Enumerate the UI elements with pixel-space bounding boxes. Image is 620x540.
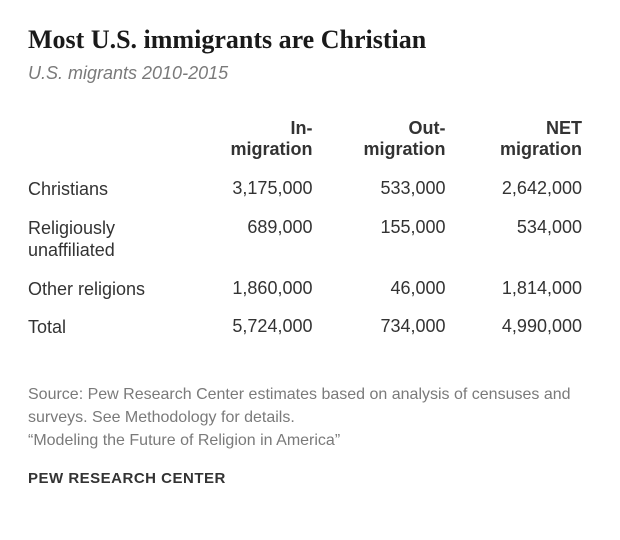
row-label: Christians bbox=[28, 170, 202, 209]
cell-out: 155,000 bbox=[322, 209, 455, 270]
cell-net: 534,000 bbox=[456, 209, 592, 270]
row-label: Other religions bbox=[28, 270, 202, 309]
footer-attribution: PEW RESEARCH CENTER bbox=[28, 470, 592, 487]
table-row: Christians 3,175,000 533,000 2,642,000 bbox=[28, 170, 592, 209]
source-line-1: Source: Pew Research Center estimates ba… bbox=[28, 386, 571, 426]
migration-table: In-migration Out-migration NET migration… bbox=[28, 112, 592, 347]
cell-in: 3,175,000 bbox=[202, 170, 322, 209]
col-header-in: In-migration bbox=[202, 112, 322, 170]
table-row: Total 5,724,000 734,000 4,990,000 bbox=[28, 308, 592, 347]
table-row: Other religions 1,860,000 46,000 1,814,0… bbox=[28, 270, 592, 309]
cell-net: 4,990,000 bbox=[456, 308, 592, 347]
cell-out: 533,000 bbox=[322, 170, 455, 209]
cell-out: 46,000 bbox=[322, 270, 455, 309]
cell-net: 2,642,000 bbox=[456, 170, 592, 209]
table-header-row: In-migration Out-migration NET migration bbox=[28, 112, 592, 170]
cell-net: 1,814,000 bbox=[456, 270, 592, 309]
cell-in: 1,860,000 bbox=[202, 270, 322, 309]
row-label: Religiously unaffiliated bbox=[28, 209, 202, 270]
cell-in: 689,000 bbox=[202, 209, 322, 270]
source-note: Source: Pew Research Center estimates ba… bbox=[28, 383, 592, 453]
page-title: Most U.S. immigrants are Christian bbox=[28, 24, 592, 55]
page-subtitle: U.S. migrants 2010-2015 bbox=[28, 63, 592, 84]
col-header-out: Out-migration bbox=[322, 112, 455, 170]
table-row: Religiously unaffiliated 689,000 155,000… bbox=[28, 209, 592, 270]
cell-out: 734,000 bbox=[322, 308, 455, 347]
row-label: Total bbox=[28, 308, 202, 347]
col-header-net: NET migration bbox=[456, 112, 592, 170]
source-line-2: “Modeling the Future of Religion in Amer… bbox=[28, 432, 340, 449]
col-header-empty bbox=[28, 112, 202, 170]
cell-in: 5,724,000 bbox=[202, 308, 322, 347]
